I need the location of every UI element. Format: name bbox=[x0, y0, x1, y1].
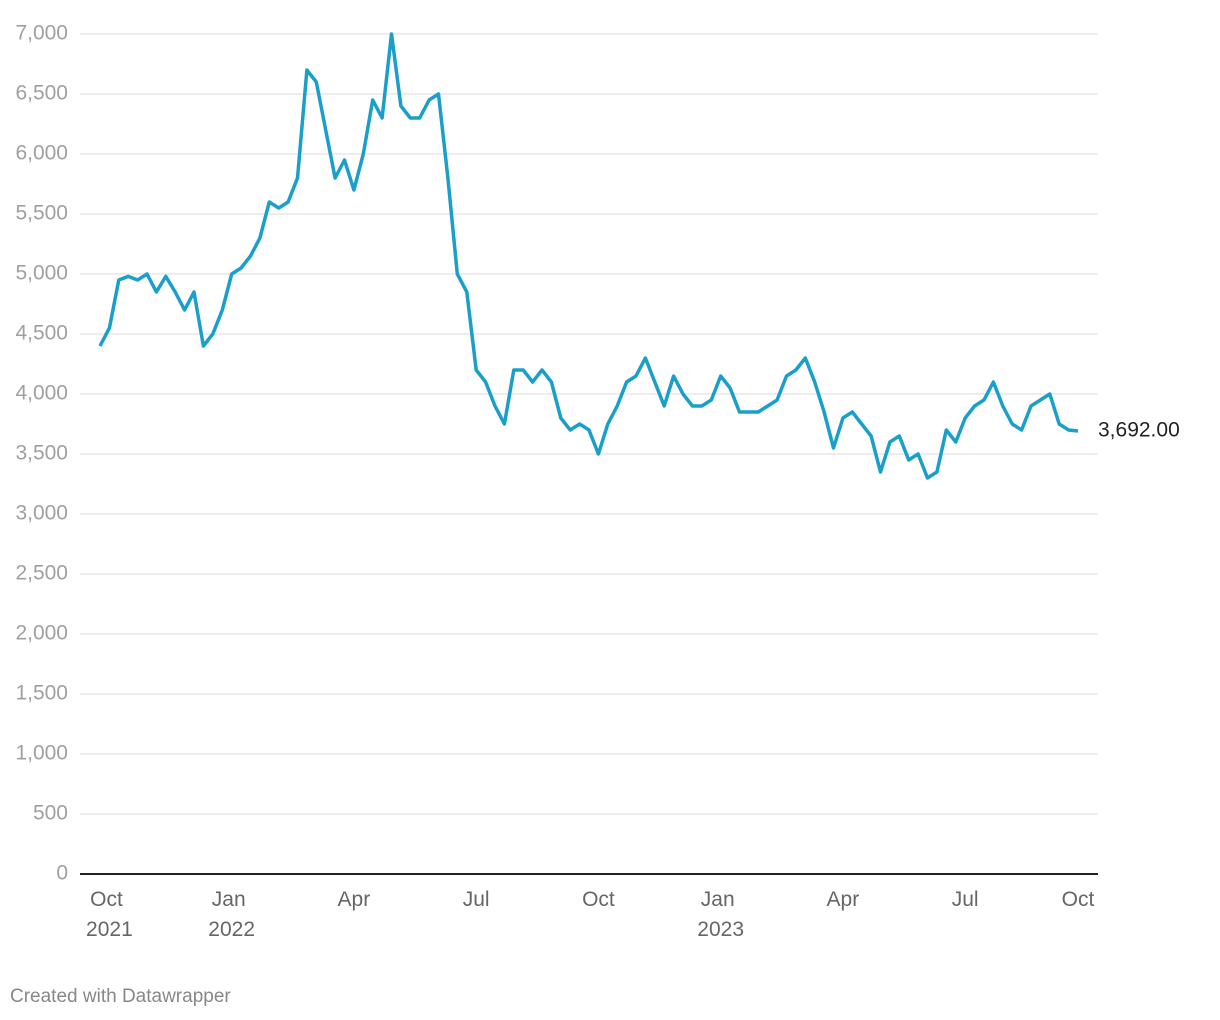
x-tick-label: Apr bbox=[338, 888, 371, 911]
y-tick-label: 7,000 bbox=[15, 22, 68, 45]
data-label: 3,692.00 bbox=[1098, 419, 1180, 442]
y-tick-label: 1,000 bbox=[15, 742, 68, 765]
y-tick-label: 0 bbox=[56, 862, 68, 885]
y-tick-label: 5,000 bbox=[15, 262, 68, 285]
y-tick-label: 3,500 bbox=[15, 442, 68, 465]
x-tick-label: Jan 2023 bbox=[697, 888, 744, 941]
x-tick-label: Oct bbox=[1062, 888, 1095, 911]
y-tick-label: 2,000 bbox=[15, 622, 68, 645]
y-tick-label: 1,500 bbox=[15, 682, 68, 705]
y-tick-label: 6,500 bbox=[15, 82, 68, 105]
x-tick-label: Jul bbox=[952, 888, 979, 911]
y-tick-label: 3,000 bbox=[15, 502, 68, 525]
credit: Created with Datawrapper bbox=[10, 986, 231, 1007]
line bbox=[98, 32, 1079, 480]
y-tick-label: 4,000 bbox=[15, 382, 68, 405]
y-tick-label: 6,000 bbox=[15, 142, 68, 165]
y-tick-label: 4,500 bbox=[15, 322, 68, 345]
y-tick-label: 2,500 bbox=[15, 562, 68, 585]
y-tick-label: 500 bbox=[33, 802, 68, 825]
y-tick-label: 5,500 bbox=[15, 202, 68, 225]
x-tick-label: Jul bbox=[463, 888, 490, 911]
x-tick-label: Jan 2022 bbox=[208, 888, 255, 941]
x-tick-label: Oct bbox=[582, 888, 615, 911]
x-tick-label: Oct 2021 bbox=[86, 888, 133, 941]
x-tick-label: Apr bbox=[827, 888, 860, 911]
